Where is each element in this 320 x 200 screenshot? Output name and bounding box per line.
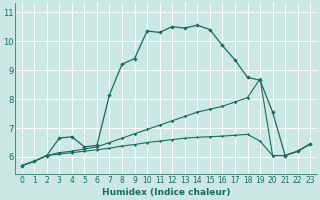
- X-axis label: Humidex (Indice chaleur): Humidex (Indice chaleur): [102, 188, 230, 197]
